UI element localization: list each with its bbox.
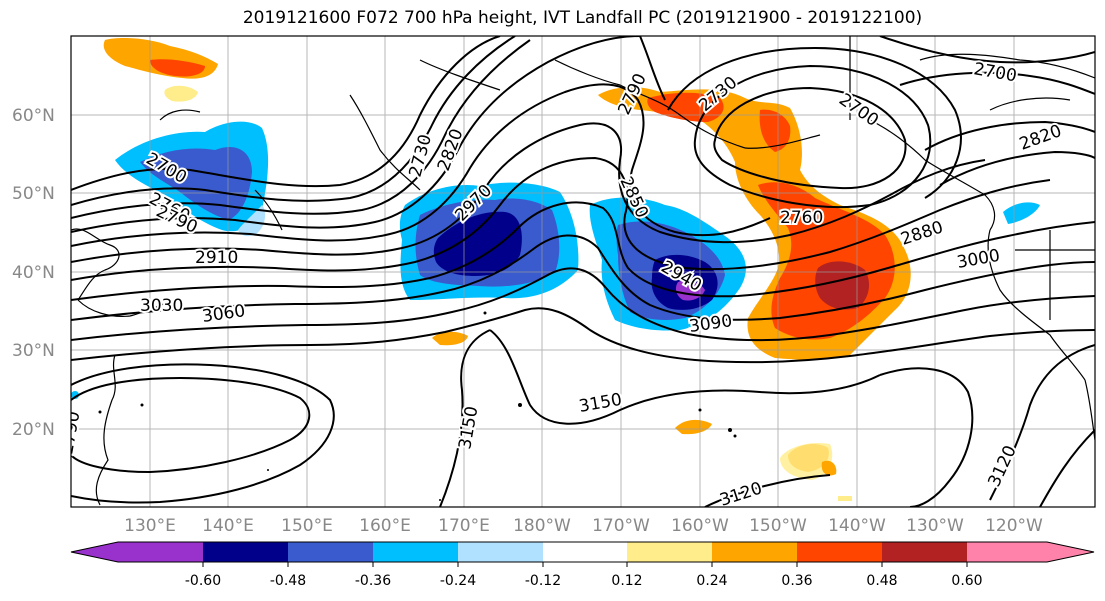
colorbar-tick-label: 0.24 [696,573,727,589]
colorbar-swatch [627,542,712,562]
colorbar-tick-label: 0.48 [866,573,897,589]
colorbar-tick-label: 0.12 [611,573,642,589]
negative-shading-west-pacific [115,121,269,232]
lon-label: 150°W [749,516,807,536]
positive-shading-alaska-east-pacific [598,87,911,360]
map-title: 2019121600 F072 700 hPa height, IVT Land… [242,8,923,28]
lat-label: 20°N [12,420,55,440]
colorbar-swatch [967,542,1047,562]
lon-label: 120°W [985,516,1043,536]
contour-label: 2910 [195,248,238,268]
colorbar-swatch [882,542,967,562]
colorbar-tick-label: -0.24 [440,573,476,589]
colorbar-swatch [373,542,458,562]
lat-label: 50°N [12,184,55,204]
lon-label: 150°E [281,516,333,536]
lon-label: 170°E [438,516,490,536]
colorbar-swatch [288,542,373,562]
colorbar-outline [70,541,1095,563]
longitude-labels: 130°E 140°E 150°E 160°E 170°E 180°W 170°… [124,516,1043,536]
colorbar-swatch [797,542,882,562]
lon-label: 130°W [906,516,964,536]
colorbar-tick-label: -0.60 [185,573,221,589]
lon-label: 160°W [671,516,729,536]
colorbar-swatch [712,542,797,562]
lon-label: 140°W [828,516,886,536]
colorbar-tick-label: -0.36 [355,573,391,589]
height-contours [71,36,1095,507]
small-islands [98,311,737,501]
light-blue-fringe [71,202,1040,399]
positive-shading-misc [103,38,852,501]
colorbar-swatch [458,542,543,562]
contour-label: 3030 [140,296,183,316]
colorbar-extend-high [1047,542,1094,562]
colorbar: -0.60 -0.48 -0.36 -0.24 -0.12 0.12 0.24 … [70,541,1095,589]
lon-label: 160°E [359,516,411,536]
colorbar-swatch [118,542,203,562]
lon-label: 180°W [513,516,571,536]
lat-label: 30°N [12,341,55,361]
colorbar-tick-label: -0.48 [270,573,306,589]
lon-label: 130°E [124,516,176,536]
colorbar-tick-label: -0.12 [525,573,561,589]
contour-label: 2760 [780,208,823,228]
colorbar-extend-low [71,542,118,562]
colorbar-tick-label: 0.60 [951,573,982,589]
lon-label: 140°E [202,516,254,536]
lat-label: 60°N [12,106,55,126]
map-frame [70,35,1096,508]
latitude-labels: 60°N 50°N 40°N 30°N 20°N [12,106,55,440]
lon-label: 170°W [592,516,650,536]
colorbar-swatch [203,542,288,562]
lat-label: 40°N [12,263,55,283]
negative-shading-central-pacific [399,182,579,300]
graticule [71,36,1095,507]
colorbar-swatch [543,542,627,562]
colorbar-tick-label: 0.36 [781,573,812,589]
